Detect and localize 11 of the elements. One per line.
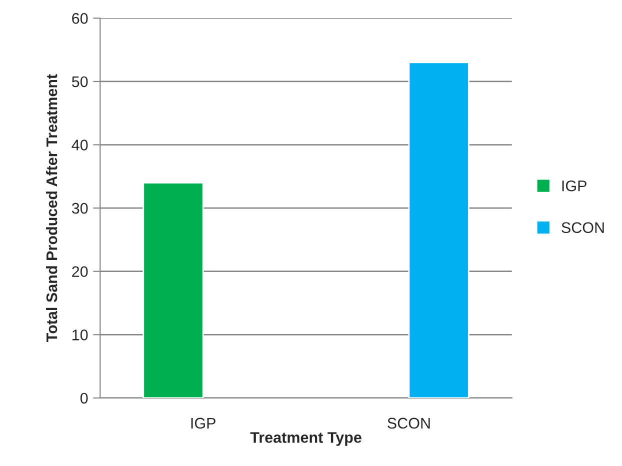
- x-axis-title: Treatment Type: [250, 432, 362, 446]
- y-tick-label: 20: [72, 266, 88, 278]
- y-tick-label: 0: [80, 392, 88, 404]
- y-tick-label: 10: [72, 330, 88, 340]
- y-tick-label: 40: [72, 140, 88, 150]
- y-tick-label: 30: [72, 202, 88, 214]
- y-axis-title: Total Sand Produced After Treatment: [46, 74, 58, 342]
- y-tick-label: 60: [72, 13, 88, 24]
- y-tick-label: 50: [72, 76, 88, 88]
- legend-label: SCON: [562, 222, 604, 234]
- legend-label: IGP: [562, 180, 586, 192]
